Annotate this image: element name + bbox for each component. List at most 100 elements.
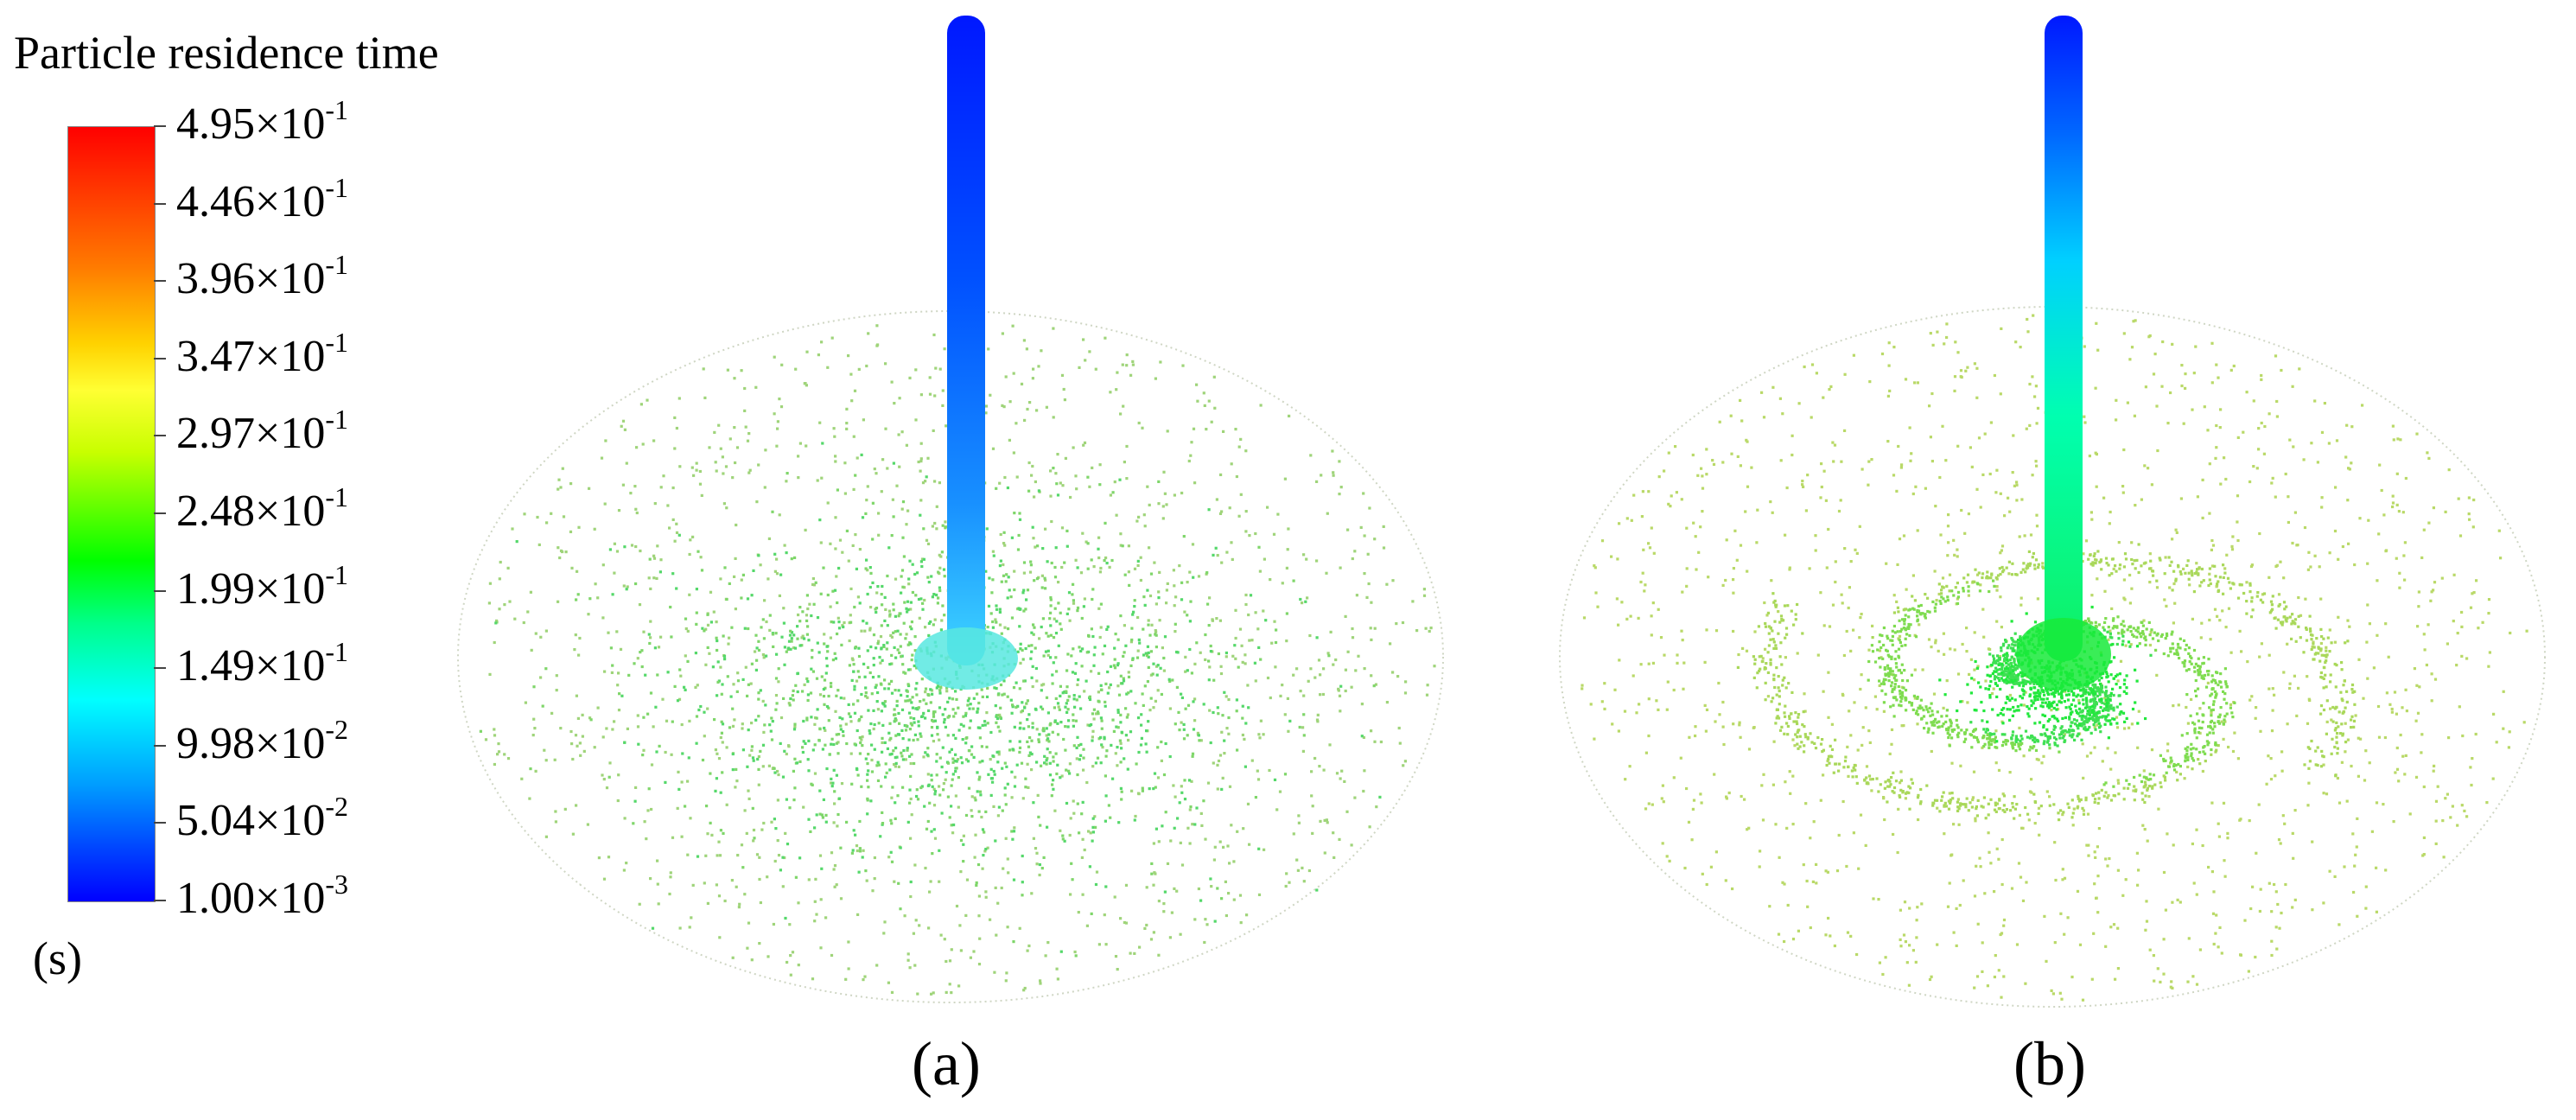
particle <box>943 614 946 617</box>
particle <box>602 877 607 881</box>
particle <box>873 856 876 860</box>
colorbar-tick-mark <box>154 125 166 127</box>
particle <box>2417 590 2420 594</box>
particle <box>1956 597 1959 601</box>
particle <box>2194 690 2198 693</box>
particle <box>2345 423 2349 427</box>
particle <box>1186 614 1189 617</box>
particle <box>1247 706 1250 710</box>
particle <box>1074 474 1078 478</box>
particle <box>1912 694 1916 697</box>
particle <box>1013 512 1016 515</box>
particle <box>1081 800 1084 804</box>
particle <box>815 716 818 720</box>
particle <box>1032 633 1035 636</box>
particle <box>883 704 887 708</box>
particle <box>2000 646 2003 650</box>
particle <box>2086 812 2090 816</box>
particle <box>806 680 810 684</box>
particle <box>1827 916 1830 920</box>
particle <box>746 694 749 697</box>
particle <box>1046 634 1050 638</box>
particle <box>488 672 492 676</box>
particle <box>2320 430 2325 434</box>
particle <box>2223 875 2227 878</box>
particle <box>891 786 894 789</box>
particle <box>925 538 929 542</box>
particle <box>1230 462 1233 466</box>
particle <box>1287 729 1290 733</box>
particle <box>1882 643 1886 647</box>
particle <box>883 700 887 703</box>
particle <box>1104 943 1108 946</box>
particle <box>752 569 755 572</box>
particle <box>1106 670 1110 674</box>
particle <box>991 754 995 758</box>
particle <box>2106 796 2109 799</box>
particle <box>522 620 525 625</box>
particle <box>1091 817 1095 820</box>
particle <box>1119 721 1123 724</box>
particle <box>1868 380 1872 384</box>
particle <box>2091 563 2095 567</box>
particle <box>1030 892 1034 895</box>
particle <box>2224 626 2228 629</box>
particle <box>1049 598 1053 601</box>
particle <box>1072 582 1075 586</box>
particle <box>1186 826 1190 830</box>
particle <box>954 736 957 740</box>
particle <box>570 566 574 570</box>
particle <box>816 708 819 711</box>
particle <box>1882 678 1886 681</box>
particle <box>2013 676 2017 679</box>
particle <box>2184 571 2187 575</box>
particle <box>1013 785 1017 788</box>
particle <box>2054 878 2058 882</box>
particle <box>1600 700 1604 703</box>
particle <box>1953 648 1956 652</box>
particle <box>1051 783 1054 786</box>
particle <box>1125 444 1129 449</box>
particle <box>2420 733 2424 736</box>
particle <box>921 601 925 605</box>
particle <box>1724 879 1727 882</box>
particle <box>1739 544 1743 547</box>
particle <box>1012 940 1015 944</box>
particle <box>1351 636 1355 640</box>
particle <box>1815 372 1818 375</box>
particle <box>630 544 634 547</box>
particle <box>1191 752 1195 755</box>
particle <box>2215 363 2218 366</box>
particle <box>1020 382 1024 385</box>
particle <box>649 620 652 623</box>
particle <box>1264 619 1268 622</box>
particle <box>1391 579 1395 582</box>
particle <box>881 723 885 727</box>
particle <box>941 713 945 716</box>
particle <box>1105 627 1109 631</box>
particle <box>1197 575 1201 578</box>
particle <box>498 577 501 581</box>
particle <box>1803 365 1806 369</box>
particle <box>1943 832 1946 836</box>
particle <box>1040 705 1043 709</box>
particle <box>1065 690 1068 693</box>
particle <box>935 593 938 597</box>
particle <box>1256 627 1260 631</box>
particle <box>789 973 792 977</box>
particle <box>2213 608 2217 611</box>
particle <box>783 544 786 547</box>
particle <box>1045 727 1048 730</box>
particle <box>684 805 687 808</box>
particle <box>1071 593 1074 596</box>
particle <box>1111 491 1115 494</box>
particle <box>2198 707 2202 710</box>
particle <box>609 646 613 650</box>
particle <box>1067 608 1071 611</box>
particle <box>1052 779 1055 782</box>
particle <box>779 741 782 745</box>
particle <box>1269 696 1272 700</box>
particle <box>927 633 931 637</box>
particle <box>536 515 539 519</box>
particle <box>910 813 913 817</box>
